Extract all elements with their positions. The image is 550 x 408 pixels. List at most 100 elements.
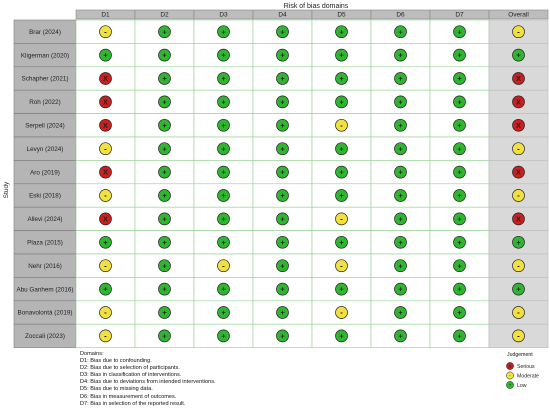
judgement-marker-low (394, 48, 407, 62)
judgement-marker-low (217, 329, 230, 343)
judgement-marker-low (99, 235, 112, 249)
judgement-symbol: + (280, 98, 285, 107)
judgement-marker-low (453, 235, 466, 249)
judgement-marker-moderate (512, 142, 525, 156)
judgement-marker-serious (99, 72, 112, 85)
judgement-marker-serious (99, 165, 112, 179)
study-row-allevi-2024: Allevi (2024) X + + + - + + X (13, 206, 549, 231)
judgement-symbol: + (280, 168, 285, 177)
judgement-marker-low (158, 48, 171, 62)
judgement-marker-low (158, 118, 171, 132)
judgement-marker-low (276, 282, 289, 296)
judgement-marker-low (394, 142, 407, 156)
judgement-symbol: - (517, 332, 520, 341)
judgement-symbol: X (103, 215, 108, 224)
judgement-marker-low (512, 235, 525, 249)
judgement-marker-low (453, 165, 466, 179)
judgement-symbol: X (103, 74, 108, 83)
judgement-symbol: + (339, 144, 344, 153)
judgement-symbol: - (340, 121, 343, 130)
judgement-symbol: X (516, 74, 521, 83)
judgement-symbol: + (457, 168, 462, 177)
study-row-eski-2018: Eski (2018) - + + + + + + - (13, 183, 549, 208)
judgement-marker-low (276, 72, 289, 85)
judgement-marker-low (453, 282, 466, 296)
legend-label: Serious (517, 364, 535, 370)
judgement-marker-low (217, 95, 230, 109)
judgement-symbol: + (162, 121, 167, 130)
judgement-symbol: + (280, 27, 285, 36)
study-row-plaza-2015: Plaza (2015) + + + + + + + + (13, 230, 549, 255)
judgement-marker-low (512, 282, 525, 296)
legend-item-low: + Low (506, 381, 527, 389)
judgement-symbol: + (339, 98, 344, 107)
judgement-marker-low (158, 25, 171, 39)
judgement-marker-moderate (99, 306, 112, 319)
judgement-marker-low (276, 95, 289, 109)
judgement-marker-low (394, 165, 407, 179)
judgement-symbol: + (280, 144, 285, 153)
judgement-symbol: + (516, 51, 521, 60)
judgement-marker-low (276, 212, 289, 226)
judgement-symbol: - (517, 144, 520, 153)
judgement-marker-low (394, 72, 407, 85)
judgement-marker-low (276, 118, 289, 132)
judgement-marker-low (158, 306, 171, 319)
study-name: Allevi (2024) (28, 216, 63, 223)
column-header-d2: D2 (160, 12, 169, 19)
judgement-marker-low (158, 142, 171, 156)
judgement-symbol: + (221, 285, 226, 294)
column-header-d3: D3 (219, 12, 228, 19)
judgement-symbol: + (162, 191, 167, 200)
judgement-marker-moderate (99, 25, 112, 39)
judgement-symbol: + (339, 285, 344, 294)
legend-symbol: - (509, 373, 511, 378)
legend-title: Judgement (507, 352, 533, 358)
judgement-marker-low (453, 259, 466, 273)
legend: Judgement X Serious - Moderate + Low (505, 352, 550, 395)
judgement-marker-low (158, 72, 171, 85)
judgement-symbol: + (221, 215, 226, 224)
judgement-marker-serious (99, 118, 112, 132)
judgement-symbol: X (103, 168, 108, 177)
study-rows: Brar (2024) - + + + + + + - Kligerman (2020) + + + + +… (13, 19, 549, 348)
column-headers: D1 D2 D3 D4 D5 D6 D7 Overall (75, 9, 549, 20)
study-name: Serpell (2024) (25, 123, 65, 130)
judgement-symbol: + (280, 191, 285, 200)
judgement-symbol: + (339, 168, 344, 177)
judgement-marker-low (453, 212, 466, 226)
judgement-marker-moderate (512, 306, 525, 319)
judgement-marker-low (99, 282, 112, 296)
judgement-symbol: + (457, 51, 462, 60)
judgement-symbol: + (221, 332, 226, 341)
judgement-symbol: + (398, 168, 403, 177)
judgement-marker-moderate (335, 118, 348, 132)
legend-label: Moderate (517, 373, 539, 379)
judgement-symbol: + (457, 74, 462, 83)
judgement-symbol: + (103, 51, 108, 60)
judgement-symbol: + (339, 51, 344, 60)
domain-d2: D2: Bias due to selection of participant… (80, 365, 180, 372)
judgement-marker-moderate (335, 212, 348, 226)
study-row-zoccali-2023: Zoccali (2023) - + + + + + + - (13, 323, 549, 348)
judgement-marker-low (335, 282, 348, 296)
judgement-marker-low (217, 189, 230, 202)
judgement-symbol: + (280, 261, 285, 270)
domain-d6: D6: Bias in measurement of outcomes. (80, 393, 177, 400)
judgement-symbol: + (398, 215, 403, 224)
study-row-nehr-2016: Nehr (2016) - + - + - + + - (13, 253, 549, 278)
legend-items: X Serious - Moderate + Low (506, 362, 539, 389)
judgement-symbol: - (222, 261, 225, 270)
judgement-marker-moderate (512, 329, 525, 343)
judgement-symbol: + (221, 238, 226, 247)
judgement-symbol: + (162, 261, 167, 270)
domain-d4: D4: Bias due to deviations from intended… (80, 379, 216, 386)
column-header-overall: Overall (508, 12, 529, 19)
judgement-marker-serious (512, 95, 525, 109)
judgement-symbol: - (517, 27, 520, 36)
judgement-symbol: + (221, 51, 226, 60)
judgement-symbol: + (221, 98, 226, 107)
judgement-marker-low (158, 212, 171, 226)
domain-d3: D3: Bias in classification of interventi… (80, 372, 182, 379)
